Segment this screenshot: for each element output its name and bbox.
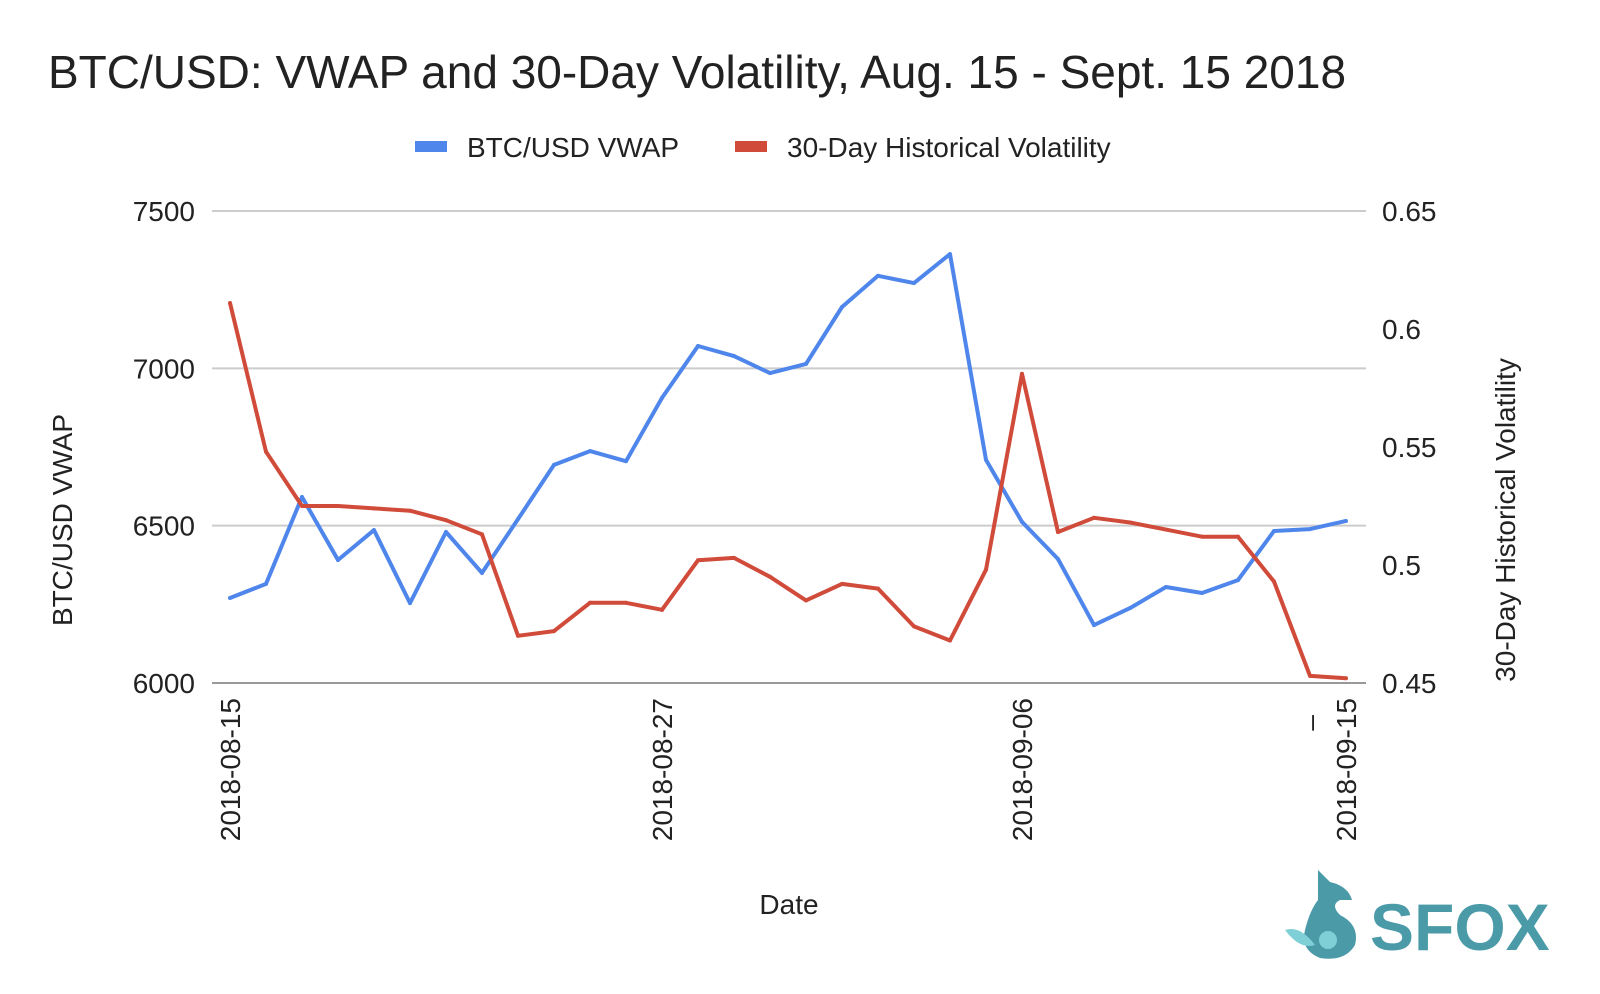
x-tick-label: 2018-09-15 [1331,698,1362,841]
data-point [1128,520,1132,525]
data-point [516,633,520,638]
y-tick-label: 6500 [133,511,195,542]
y2-tick-label: 0.55 [1382,432,1437,463]
y-tick-label: 6000 [133,668,195,699]
data-point [300,495,304,500]
legend-label-vwap: BTC/USD VWAP [467,132,679,163]
data-point [1308,673,1312,678]
chart-title: BTC/USD: VWAP and 30-Day Volatility, Aug… [48,46,1346,98]
data-point [1308,527,1312,532]
data-point [228,301,232,306]
data-point [660,395,664,400]
data-point [696,343,700,348]
data-point [948,252,952,257]
data-point [336,557,340,562]
data-point [480,532,484,537]
data-point [264,581,268,586]
data-point [732,354,736,359]
data-point [984,567,988,572]
data-point [804,361,808,366]
y-axis-label: BTC/USD VWAP [47,414,78,626]
data-point [1344,518,1348,523]
y2-tick-label: 0.6 [1382,314,1421,345]
x-tick-label: – [1295,715,1326,731]
data-point [624,600,628,605]
data-point [336,504,340,508]
data-point [984,457,988,462]
x-tick-label: 2018-08-27 [647,698,678,841]
data-point [444,529,448,534]
data-point [1236,534,1240,539]
data-point [696,558,700,563]
legend-swatch-vwap [415,141,447,152]
data-point [1056,557,1060,562]
data-point [1164,527,1168,532]
data-point [876,586,880,591]
series-line-vwap [229,252,1347,628]
data-point [372,506,376,511]
legend-swatch-volatility [735,141,767,152]
data-point [840,581,844,586]
legend-label-volatility: 30-Day Historical Volatility [787,132,1111,163]
y-tick-label: 7000 [133,353,195,384]
data-point [552,462,556,467]
data-point [732,555,736,560]
data-point [1128,606,1132,611]
data-point [1020,371,1024,376]
data-point [1272,579,1276,584]
data-point [948,638,952,643]
data-point [1092,623,1096,628]
data-point [480,570,484,575]
data-point [1236,578,1240,583]
y2-axis-label: 30-Day Historical Volatility [1490,358,1521,682]
x-tick-label: 2018-09-06 [1007,698,1038,841]
data-point [768,574,772,579]
data-point [1344,676,1348,681]
data-point [300,504,304,508]
y2-tick-label: 0.5 [1382,550,1421,581]
data-point [228,596,232,601]
legend: BTC/USD VWAP 30-Day Historical Volatilit… [415,132,1111,163]
y2-tick-label: 0.65 [1382,196,1437,227]
logo-text: SFOX [1370,890,1550,964]
y-tick-label: 7500 [133,196,195,227]
data-point [264,449,268,454]
data-point [516,517,520,522]
data-point [768,371,772,376]
data-point [660,607,664,612]
data-point [876,273,880,278]
data-point [408,508,412,513]
x-tick-label: 2018-08-15 [215,698,246,841]
fox-icon [1285,870,1356,959]
data-point [804,598,808,603]
data-point [552,629,556,634]
data-point [1200,534,1204,539]
data-point [912,281,916,286]
data-point [1092,515,1096,520]
x-axis-label: Date [759,889,818,920]
data-point [624,459,628,464]
data-point [1020,519,1024,524]
data-point [588,600,592,605]
data-point [1272,529,1276,534]
sfox-logo: SFOX [1285,870,1550,964]
data-point [408,601,412,606]
y2-tick-label: 0.45 [1382,668,1437,699]
data-point [372,528,376,533]
data-point [1164,585,1168,590]
series-line-volatility [228,302,1347,681]
data-point [1200,591,1204,596]
data-point [588,449,592,454]
data-point [840,304,844,309]
data-point [444,518,448,523]
data-point [1056,529,1060,534]
data-point [912,624,916,629]
